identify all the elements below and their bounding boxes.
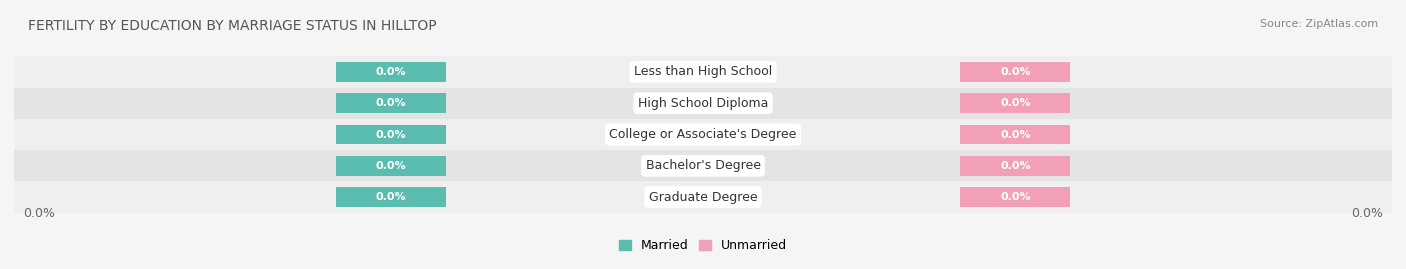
- Bar: [14, 182, 1392, 213]
- Bar: [14, 150, 1392, 182]
- Text: FERTILITY BY EDUCATION BY MARRIAGE STATUS IN HILLTOP: FERTILITY BY EDUCATION BY MARRIAGE STATU…: [28, 19, 437, 33]
- Text: 0.0%: 0.0%: [375, 192, 406, 202]
- Text: 0.0%: 0.0%: [1000, 129, 1031, 140]
- Text: 0.0%: 0.0%: [375, 161, 406, 171]
- Bar: [14, 119, 1392, 150]
- Text: College or Associate's Degree: College or Associate's Degree: [609, 128, 797, 141]
- Legend: Married, Unmarried: Married, Unmarried: [619, 239, 787, 252]
- Text: Graduate Degree: Graduate Degree: [648, 191, 758, 204]
- Text: Bachelor's Degree: Bachelor's Degree: [645, 159, 761, 172]
- Text: Less than High School: Less than High School: [634, 65, 772, 78]
- Text: 0.0%: 0.0%: [1351, 207, 1382, 220]
- Text: 0.0%: 0.0%: [375, 98, 406, 108]
- Text: 0.0%: 0.0%: [1000, 67, 1031, 77]
- Text: High School Diploma: High School Diploma: [638, 97, 768, 110]
- Text: 0.0%: 0.0%: [24, 207, 55, 220]
- Text: Source: ZipAtlas.com: Source: ZipAtlas.com: [1260, 19, 1378, 29]
- Text: 0.0%: 0.0%: [1000, 98, 1031, 108]
- Text: 0.0%: 0.0%: [375, 129, 406, 140]
- Text: 0.0%: 0.0%: [1000, 161, 1031, 171]
- Bar: [14, 56, 1392, 87]
- Bar: [14, 87, 1392, 119]
- Text: 0.0%: 0.0%: [375, 67, 406, 77]
- Text: 0.0%: 0.0%: [1000, 192, 1031, 202]
